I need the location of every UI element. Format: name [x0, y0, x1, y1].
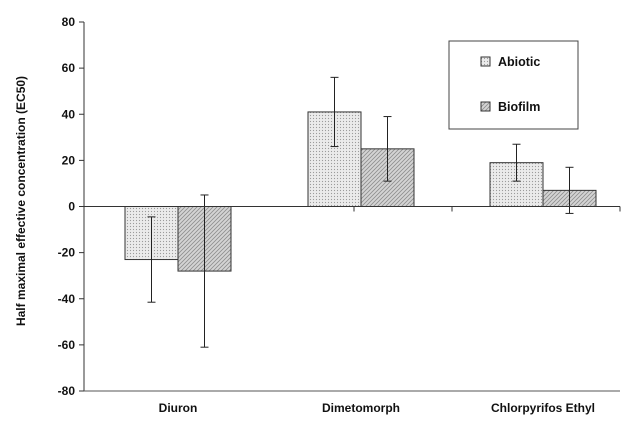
y-tick-label: 20 [62, 153, 76, 167]
legend-swatch-abiotic [480, 56, 491, 67]
legend-label-abiotic: Abiotic [498, 55, 540, 69]
bars [124, 111, 597, 272]
y-tick-label: 40 [62, 107, 76, 121]
error-bars [147, 76, 574, 348]
y-tick-label: 0 [68, 200, 75, 214]
y-tick-label: -40 [58, 292, 76, 306]
x-axis: Diuron Dimetomorph Chlorpyrifos Ethyl [83, 206, 621, 415]
x-category-label: Diuron [159, 401, 198, 415]
y-axis-title: Half maximal effective concentration (EC… [14, 76, 28, 326]
legend: Abiotic Biofilm [448, 40, 579, 130]
x-category-label: Chlorpyrifos Ethyl [491, 401, 595, 415]
legend-box [448, 40, 579, 130]
y-tick-label: -60 [58, 338, 76, 352]
legend-label-biofilm: Biofilm [498, 100, 540, 114]
y-tick-label: 60 [62, 61, 76, 75]
y-tick-label: -20 [58, 246, 76, 260]
legend-swatch-biofilm [480, 101, 491, 112]
y-tick-label: -80 [58, 384, 76, 398]
y-tick-label: 80 [62, 15, 76, 29]
y-axis: -80 -60 -40 -20 0 20 40 60 80 [58, 15, 85, 398]
x-category-label: Dimetomorph [322, 401, 400, 415]
